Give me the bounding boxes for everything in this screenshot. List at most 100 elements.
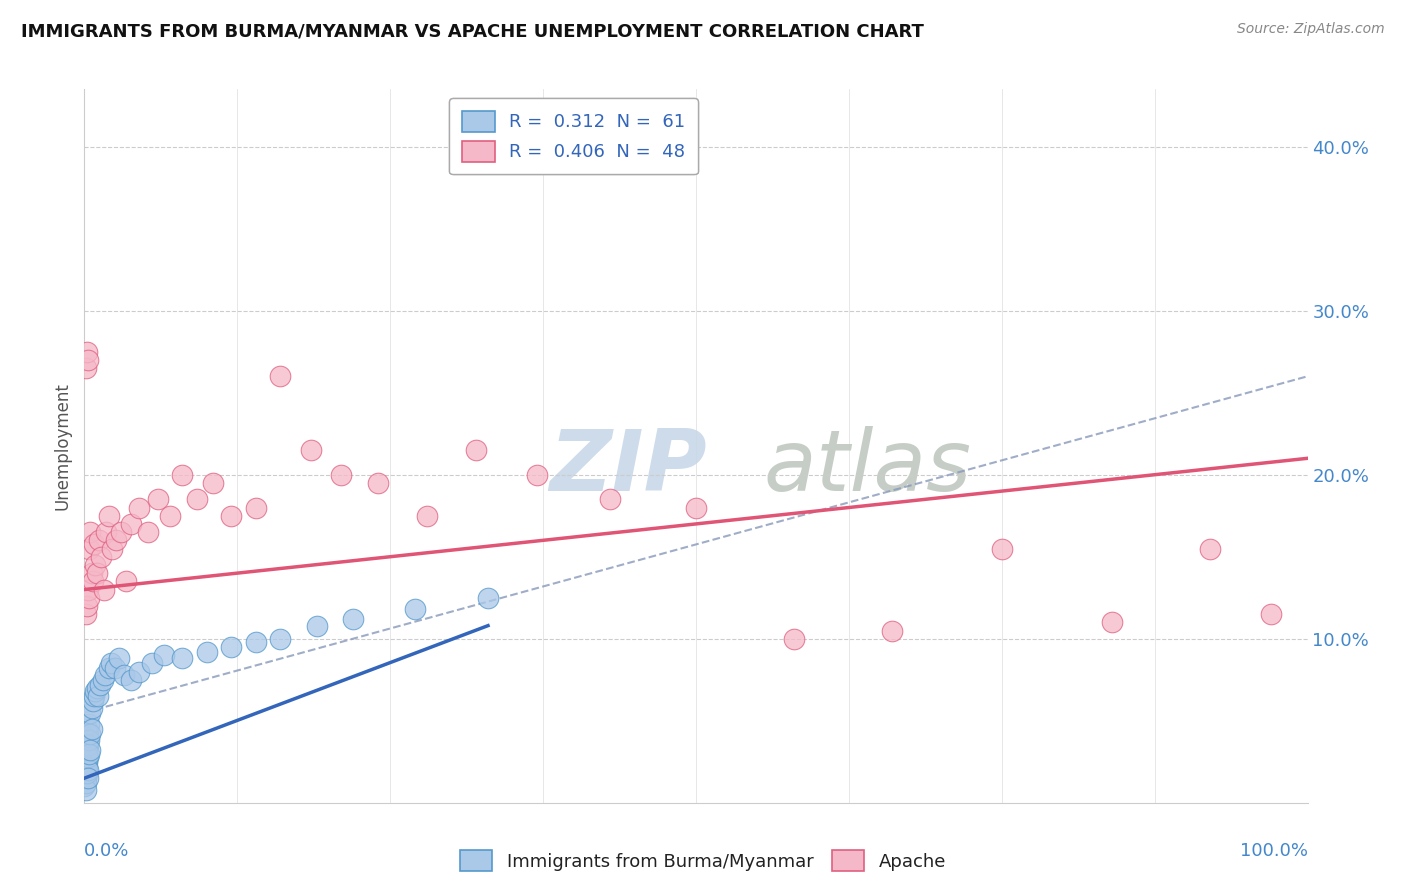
Point xyxy=(83,536,105,550)
Text: ZIP: ZIP xyxy=(550,425,707,509)
Point xyxy=(76,344,98,359)
Point xyxy=(75,771,97,785)
Point xyxy=(991,541,1014,556)
Point xyxy=(73,780,96,794)
Point xyxy=(201,475,224,490)
Point xyxy=(75,755,97,769)
Point xyxy=(76,599,98,613)
Point xyxy=(79,727,101,741)
Point xyxy=(77,763,100,777)
Point xyxy=(1198,541,1220,556)
Point xyxy=(76,766,98,780)
Point xyxy=(120,516,142,531)
Point xyxy=(110,525,132,540)
Point xyxy=(97,508,120,523)
Point xyxy=(80,722,103,736)
Point xyxy=(245,500,267,515)
Text: Source: ZipAtlas.com: Source: ZipAtlas.com xyxy=(1237,22,1385,37)
Point xyxy=(100,657,122,671)
Point xyxy=(120,673,142,687)
Point xyxy=(305,618,328,632)
Point xyxy=(342,612,364,626)
Point xyxy=(685,500,707,515)
Point xyxy=(105,533,128,548)
Point xyxy=(269,632,291,646)
Point xyxy=(87,533,110,548)
Point xyxy=(76,760,98,774)
Point xyxy=(880,624,903,638)
Point xyxy=(77,747,100,761)
Point xyxy=(83,689,105,703)
Point xyxy=(1260,607,1282,622)
Point xyxy=(76,755,98,769)
Point xyxy=(80,566,103,581)
Point xyxy=(93,582,115,597)
Point xyxy=(77,727,100,741)
Point xyxy=(75,776,97,790)
Point xyxy=(91,673,114,687)
Point xyxy=(82,574,104,589)
Point xyxy=(77,352,100,367)
Point xyxy=(153,648,176,662)
Text: atlas: atlas xyxy=(763,425,972,509)
Point xyxy=(75,739,97,753)
Text: IMMIGRANTS FROM BURMA/MYANMAR VS APACHE UNEMPLOYMENT CORRELATION CHART: IMMIGRANTS FROM BURMA/MYANMAR VS APACHE … xyxy=(21,22,924,40)
Point xyxy=(245,635,267,649)
Point xyxy=(94,668,117,682)
Point xyxy=(136,525,159,540)
Point xyxy=(186,492,208,507)
Point xyxy=(128,665,150,679)
Point xyxy=(404,602,426,616)
Point xyxy=(159,508,181,523)
Point xyxy=(84,684,107,698)
Point xyxy=(416,508,439,523)
Point xyxy=(599,492,621,507)
Point xyxy=(104,661,127,675)
Point xyxy=(112,668,135,682)
Legend: Immigrants from Burma/Myanmar, Apache: Immigrants from Burma/Myanmar, Apache xyxy=(453,843,953,879)
Point xyxy=(172,467,194,482)
Point xyxy=(146,492,169,507)
Point xyxy=(76,750,98,764)
Point xyxy=(77,733,100,747)
Point xyxy=(1101,615,1123,630)
Point xyxy=(77,771,100,785)
Point xyxy=(219,508,242,523)
Point xyxy=(75,730,97,744)
Point xyxy=(96,525,118,540)
Y-axis label: Unemployment: Unemployment xyxy=(53,382,72,510)
Point xyxy=(75,760,97,774)
Point xyxy=(84,558,107,572)
Point xyxy=(464,443,486,458)
Point xyxy=(76,722,98,736)
Point xyxy=(101,541,124,556)
Point xyxy=(77,717,100,731)
Text: 0.0%: 0.0% xyxy=(84,842,129,860)
Point xyxy=(97,661,120,675)
Point xyxy=(76,743,98,757)
Point xyxy=(75,766,97,780)
Point xyxy=(367,475,389,490)
Point xyxy=(86,566,108,581)
Point xyxy=(79,525,101,540)
Point xyxy=(87,689,110,703)
Point xyxy=(75,361,97,376)
Point xyxy=(77,591,100,605)
Point xyxy=(73,763,96,777)
Legend: R =  0.312  N =  61, R =  0.406  N =  48: R = 0.312 N = 61, R = 0.406 N = 48 xyxy=(450,98,697,174)
Point xyxy=(299,443,322,458)
Point xyxy=(79,706,101,720)
Point xyxy=(115,574,138,589)
Point xyxy=(76,733,98,747)
Point xyxy=(79,743,101,757)
Point xyxy=(73,747,96,761)
Point xyxy=(73,771,96,785)
Point xyxy=(107,651,129,665)
Point xyxy=(75,782,97,797)
Point xyxy=(77,541,100,556)
Point xyxy=(75,750,97,764)
Point xyxy=(77,582,100,597)
Point xyxy=(86,681,108,695)
Point xyxy=(128,500,150,515)
Point xyxy=(172,651,194,665)
